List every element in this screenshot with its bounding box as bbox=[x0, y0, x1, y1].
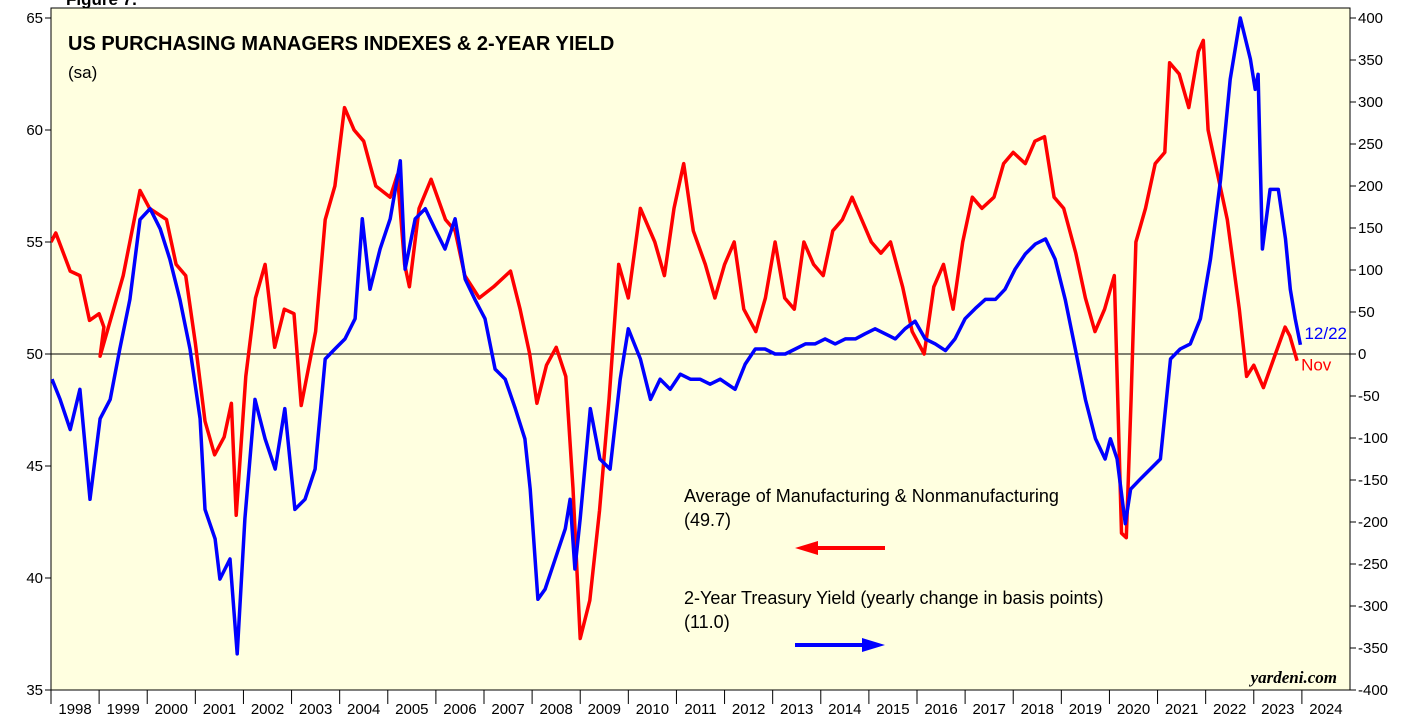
x-tick-label: 2003 bbox=[299, 701, 332, 718]
legend-label: Average of Manufacturing & Nonmanufactur… bbox=[684, 486, 1059, 530]
x-tick-label: 2024 bbox=[1309, 701, 1342, 718]
end-label: 12/22 bbox=[1304, 324, 1347, 343]
x-tick-label: 2018 bbox=[1021, 701, 1054, 718]
x-tick-label: 2007 bbox=[491, 701, 524, 718]
y2-tick-label: -100 bbox=[1358, 430, 1388, 447]
x-tick-label: 1999 bbox=[106, 701, 139, 718]
legend-arrow-head bbox=[862, 638, 885, 652]
y2-tick-label: -300 bbox=[1358, 598, 1388, 615]
end-label: Nov bbox=[1301, 356, 1332, 375]
y2-tick-label: -150 bbox=[1358, 472, 1388, 489]
y-tick-label: 60 bbox=[26, 122, 43, 139]
x-tick-label: 2019 bbox=[1069, 701, 1102, 718]
lines bbox=[51, 16, 1303, 656]
series-line bbox=[51, 16, 1303, 656]
x-tick-label: 2023 bbox=[1261, 701, 1294, 718]
x-tick-label: 2021 bbox=[1165, 701, 1198, 718]
y-tick-label: 40 bbox=[26, 570, 43, 587]
y2-tick-label: -250 bbox=[1358, 556, 1388, 573]
y2-tick-label: 100 bbox=[1358, 262, 1383, 279]
legend-arrow bbox=[795, 638, 885, 652]
y2-tick-label: 350 bbox=[1358, 52, 1383, 69]
y2-tick-label: 150 bbox=[1358, 220, 1383, 237]
y2-tick-label: 0 bbox=[1358, 346, 1366, 363]
x-tick-label: 2016 bbox=[924, 701, 957, 718]
y2-tick-label: -200 bbox=[1358, 514, 1388, 531]
y2-tick-label: -50 bbox=[1358, 388, 1380, 405]
x-tick-label: 2004 bbox=[347, 701, 380, 718]
y2-tick-label: 400 bbox=[1358, 10, 1383, 27]
x-tick-label: 2015 bbox=[876, 701, 909, 718]
chart-title: US PURCHASING MANAGERS INDEXES & 2-YEAR … bbox=[68, 33, 614, 55]
legend-text-box: 2-Year Treasury Yield (yearly change in … bbox=[684, 588, 1104, 632]
figure-label: Figure 7. bbox=[66, 0, 137, 9]
x-tick-label: 2022 bbox=[1213, 701, 1246, 718]
x-tick-label: 2006 bbox=[443, 701, 476, 718]
y2-tick-label: -400 bbox=[1358, 682, 1388, 699]
y2-tick-label: 50 bbox=[1358, 304, 1375, 321]
x-tick-label: 2010 bbox=[636, 701, 669, 718]
y2-tick-label: -350 bbox=[1358, 640, 1388, 657]
legend-text-box: Average of Manufacturing & Nonmanufactur… bbox=[684, 486, 1059, 530]
y-tick-label: 55 bbox=[26, 234, 43, 251]
x-tick-label: 2014 bbox=[828, 701, 861, 718]
legend-arrow bbox=[795, 541, 885, 555]
x-tick-label: 2011 bbox=[684, 701, 716, 718]
y2-tick-label: 200 bbox=[1358, 178, 1383, 195]
x-tick-label: 1998 bbox=[58, 701, 91, 718]
legend-arrow-head bbox=[795, 541, 818, 555]
y-tick-label: 50 bbox=[26, 346, 43, 363]
x-tick-label: 2013 bbox=[780, 701, 813, 718]
source: yardeni.com bbox=[1249, 668, 1337, 687]
x-tick-label: 2017 bbox=[972, 701, 1005, 718]
chart-subtitle: (sa) bbox=[68, 63, 97, 82]
y-tick-label: 65 bbox=[26, 10, 43, 27]
x-tick-label: 2020 bbox=[1117, 701, 1150, 718]
series-line bbox=[51, 38, 1299, 641]
x-tick-label: 2009 bbox=[588, 701, 621, 718]
y-tick-label: 45 bbox=[26, 458, 43, 475]
x-tick-label: 2008 bbox=[539, 701, 572, 718]
x-tick-label: 2000 bbox=[155, 701, 188, 718]
x-tick-label: 2012 bbox=[732, 701, 765, 718]
x-tick-label: 2001 bbox=[203, 701, 236, 718]
x-tick-label: 2005 bbox=[395, 701, 428, 718]
y2-tick-label: 300 bbox=[1358, 94, 1383, 111]
y2-tick-label: 250 bbox=[1358, 136, 1383, 153]
y-tick-label: 35 bbox=[26, 682, 43, 699]
x-tick-label: 2002 bbox=[251, 701, 284, 718]
legend-label: 2-Year Treasury Yield (yearly change in … bbox=[684, 588, 1104, 632]
